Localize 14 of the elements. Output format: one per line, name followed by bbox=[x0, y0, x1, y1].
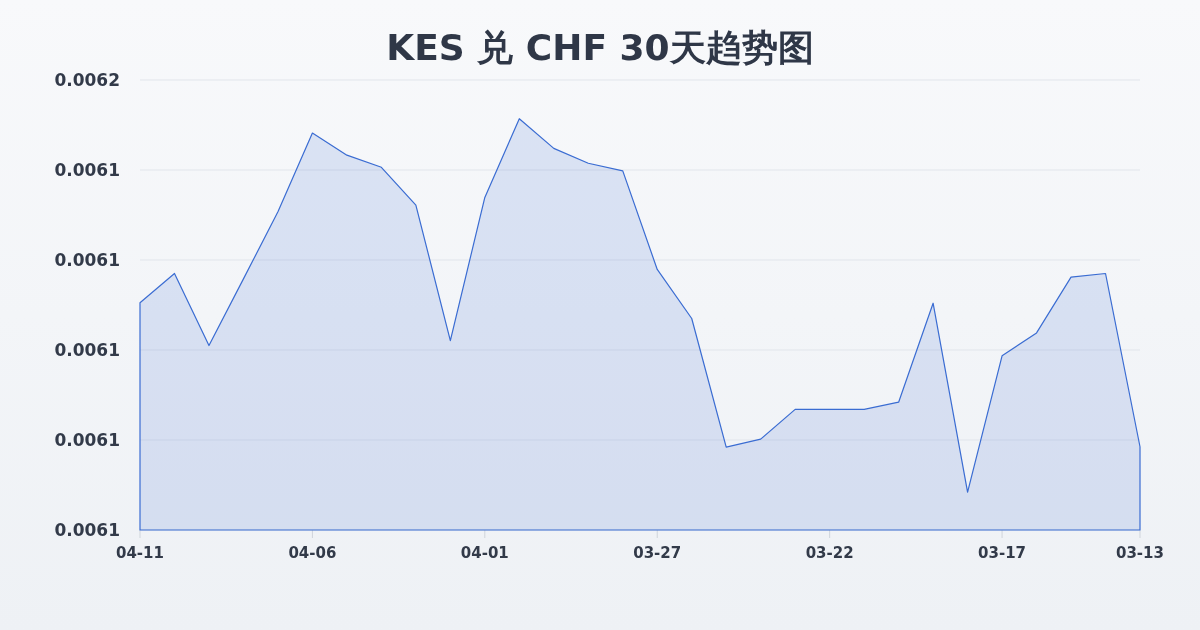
x-tick-label: 03-27 bbox=[633, 544, 682, 562]
y-tick-label: 0.0061 bbox=[54, 160, 120, 180]
y-tick-label: 0.0061 bbox=[54, 250, 120, 270]
y-tick-label: 0.0061 bbox=[54, 430, 120, 450]
title: KES 兑 CHF 30天趋势图 bbox=[386, 27, 814, 68]
y-tick-label: 0.0061 bbox=[54, 520, 120, 540]
x-tick-label: 04-01 bbox=[460, 544, 509, 562]
x-tick-label: 04-11 bbox=[116, 544, 164, 562]
y-tick-label: 0.0062 bbox=[54, 70, 120, 90]
y-tick-label: 0.0061 bbox=[54, 340, 120, 360]
x-tick-label: 03-13 bbox=[1116, 544, 1164, 562]
x-tick-label: 04-06 bbox=[288, 544, 337, 562]
x-tick-label: 03-17 bbox=[978, 544, 1027, 562]
x-tick-label: 03-22 bbox=[805, 544, 854, 562]
